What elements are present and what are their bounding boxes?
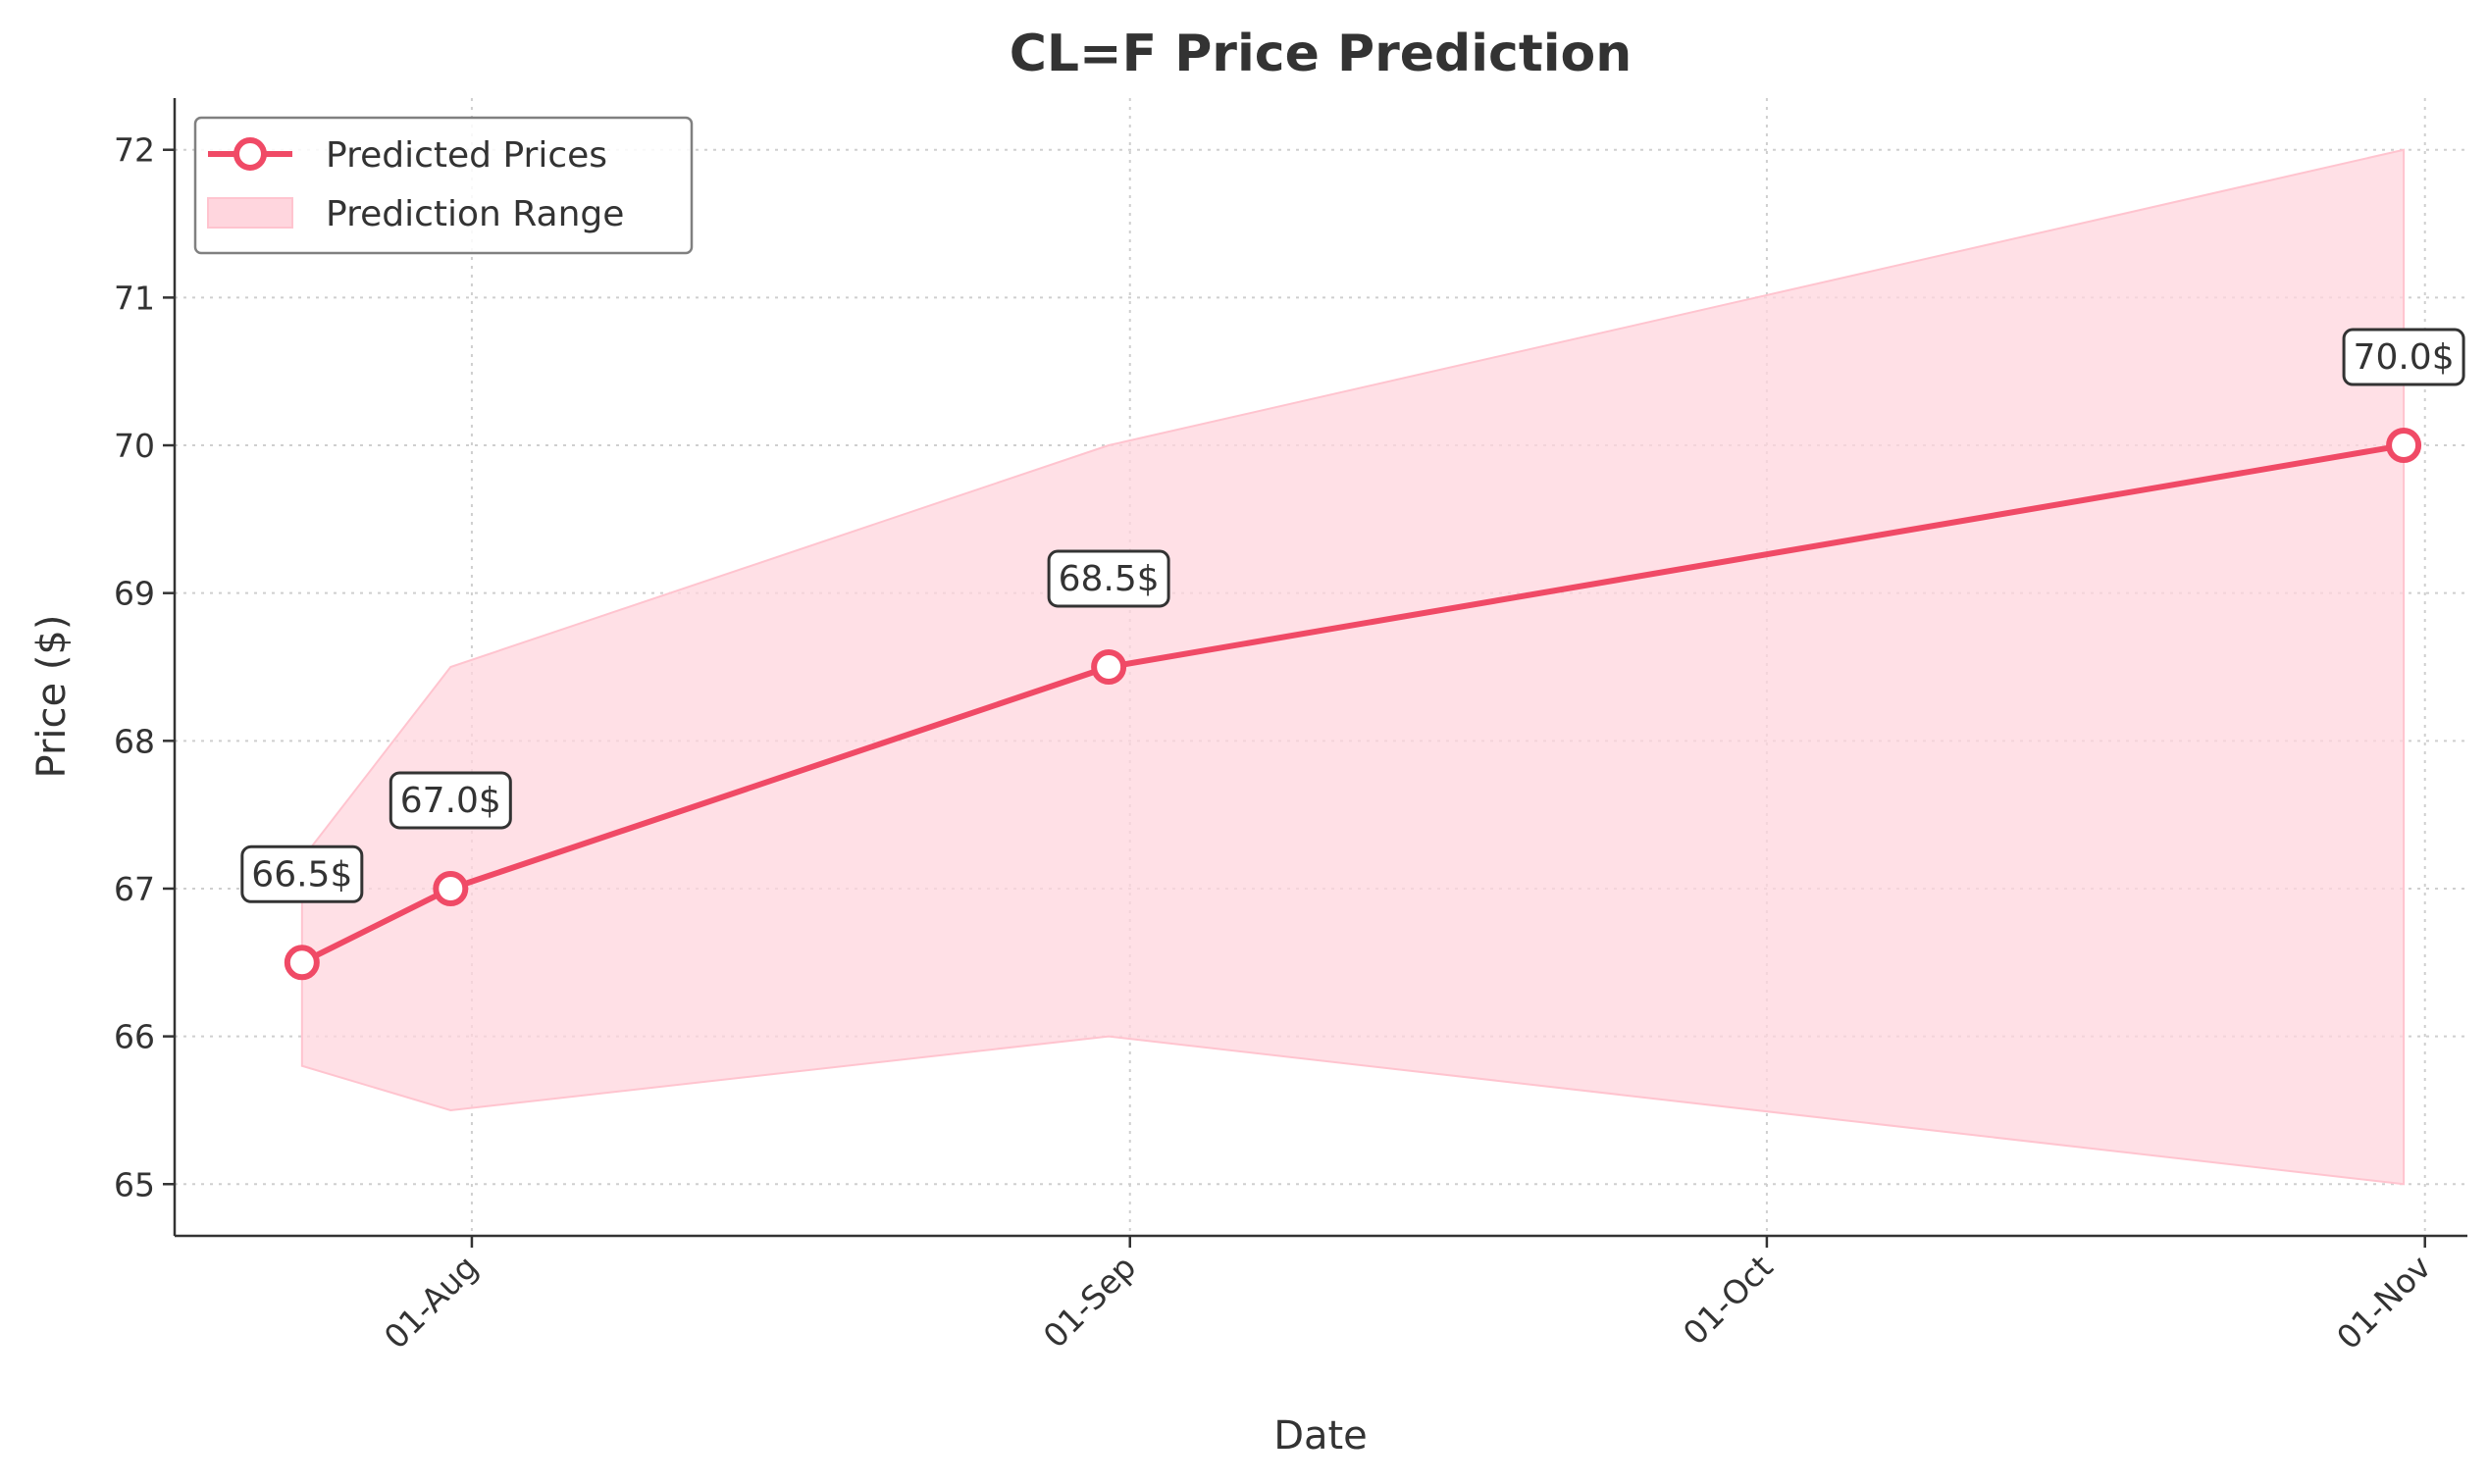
y-tick-label: 66 (114, 1018, 155, 1056)
data-point (433, 870, 469, 906)
y-tick-label: 65 (114, 1165, 155, 1203)
data-label-box (240, 844, 364, 903)
y-tick-label: 71 (114, 279, 155, 317)
y-tick-label: 70 (114, 427, 155, 465)
data-point (1091, 649, 1127, 685)
data-label: 70.0$ (2342, 328, 2465, 386)
legend-range-swatch (207, 197, 293, 229)
data-label: 67.0$ (389, 771, 512, 830)
legend: Predicted Prices Prediction Range (193, 116, 694, 255)
prediction-range-area (300, 148, 2406, 1186)
x-axis-ticks: 01-Aug 01-Sep 01-Oct 01-Nov (377, 1236, 2438, 1356)
y-axis-ticks: 65 66 67 68 69 70 71 72 (114, 131, 175, 1203)
data-label-text: 66.5$ (251, 854, 352, 895)
y-tick-label: 72 (114, 131, 155, 170)
x-tick-label: 01-Sep (1036, 1248, 1144, 1356)
legend-frame (193, 116, 694, 255)
legend-marker-swatch (233, 137, 267, 171)
data-label-box (1047, 549, 1170, 608)
y-tick-label: 67 (114, 870, 155, 908)
data-label-text: 68.5$ (1059, 559, 1160, 599)
predicted-prices-line (300, 442, 2405, 965)
y-tick-label: 68 (114, 722, 155, 760)
data-label-box (389, 771, 512, 830)
x-tick-label: 01-Oct (1676, 1248, 1781, 1353)
data-labels: 66.5$ 67.0$ 68.5$ 70.0$ (240, 328, 2465, 903)
chart-title: CL=F Price Prediction (1010, 25, 1633, 83)
legend-label-predicted: Predicted Prices (326, 135, 607, 176)
y-tick-label: 69 (114, 575, 155, 613)
data-label-text: 70.0$ (2354, 337, 2455, 378)
data-point (284, 945, 320, 981)
data-label: 68.5$ (1047, 549, 1170, 608)
x-tick-label: 01-Aug (377, 1248, 486, 1356)
x-axis-label: Date (1273, 1413, 1368, 1458)
data-label-box (2342, 328, 2465, 386)
data-point (2386, 428, 2422, 464)
axes (173, 98, 2467, 1238)
y-axis-label: Price ($) (29, 615, 75, 779)
legend-label-range: Prediction Range (326, 194, 624, 234)
data-points (284, 428, 2422, 981)
x-tick-label: 01-Nov (2329, 1248, 2438, 1356)
data-label: 66.5$ (240, 844, 364, 903)
data-label-text: 67.0$ (400, 781, 501, 821)
